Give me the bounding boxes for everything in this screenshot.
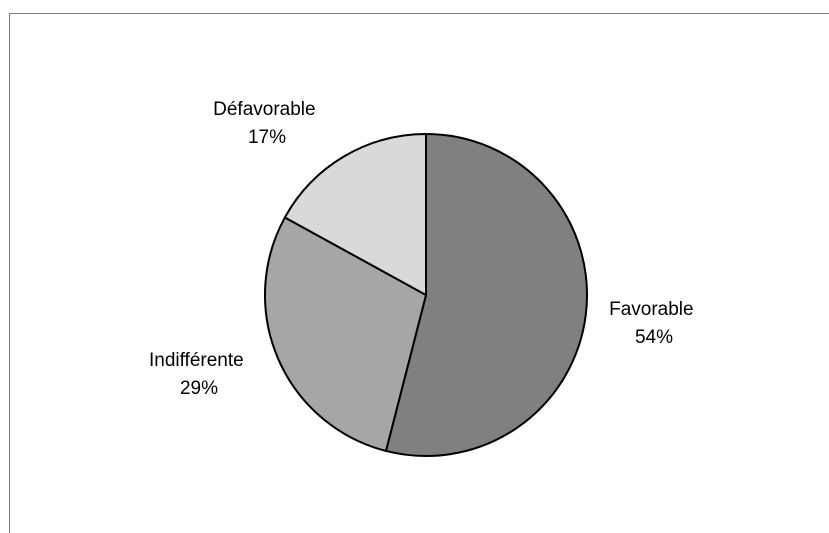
slice-label-indifferente: Indifférente 29% bbox=[149, 350, 249, 399]
slice-percent-defavorable: 17% bbox=[248, 127, 286, 148]
pie-slice-favorable bbox=[384, 133, 589, 457]
pie-slices bbox=[264, 133, 589, 457]
slice-label-defavorable: Défavorable 17% bbox=[213, 99, 321, 148]
slice-name-defavorable: Défavorable bbox=[213, 99, 315, 120]
slice-label-favorable: Favorable 54% bbox=[609, 299, 699, 348]
slice-name-favorable: Favorable bbox=[609, 299, 694, 320]
slice-name-indifferente: Indifférente bbox=[149, 350, 244, 371]
slice-percent-favorable: 54% bbox=[635, 327, 673, 348]
pie-slice-defavorable bbox=[283, 133, 427, 296]
slice-percent-indifferente: 29% bbox=[180, 378, 218, 399]
pie-slice-indifferente bbox=[264, 216, 427, 452]
